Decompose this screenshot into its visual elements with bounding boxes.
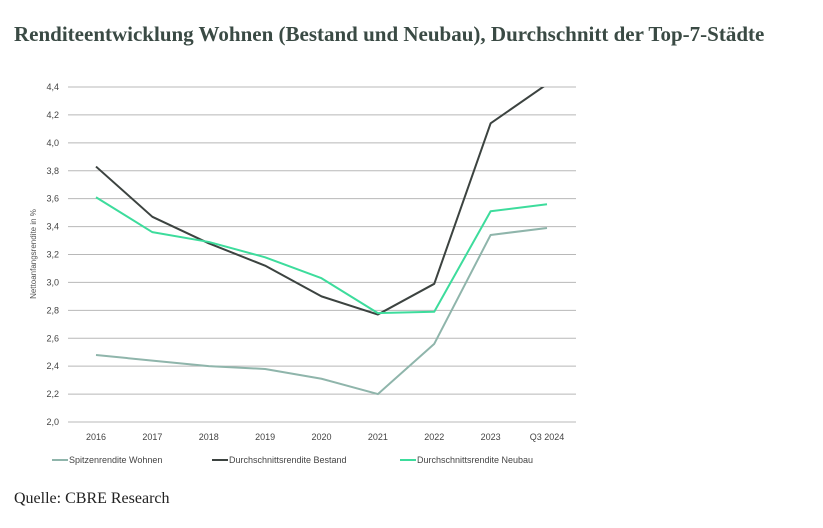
legend-label: Durchschnittsrendite Bestand: [229, 455, 347, 465]
y-tick-label: 4,0: [46, 138, 59, 148]
series-line-2: [95, 196, 548, 315]
x-tick-label: 2017: [142, 432, 162, 442]
x-tick-label: 2021: [368, 432, 388, 442]
y-tick-label: 3,4: [46, 222, 59, 232]
y-tick-label: 2,4: [46, 361, 59, 371]
series-line-0: [95, 226, 548, 396]
legend-label: Spitzenrendite Wohnen: [69, 455, 162, 465]
y-tick-label: 4,4: [46, 82, 59, 92]
legend-label: Durchschnittsrendite Neubau: [417, 455, 533, 465]
x-tick-labels: 2016 2017 2018 2019 2020 2021 2022 2023 Q3 2024: [86, 432, 564, 442]
y-tick-label: 2,8: [46, 305, 59, 315]
chart-title: Renditeentwicklung Wohnen (Bestand und N…: [14, 22, 765, 46]
y-axis-label: Nettoanfangsrendite in %: [29, 209, 38, 299]
y-tick-label: 3,0: [46, 277, 59, 287]
series-lines: [95, 87, 548, 396]
y-tick-label: 2,0: [46, 417, 59, 427]
x-tick-label: 2018: [199, 432, 219, 442]
y-tick-label: 3,8: [46, 166, 59, 176]
y-tick-labels: 2,0 2,2 2,4 2,6 2,8 3,0 3,2 3,4 3,6 3,8 4,0 4,2 4,4: [46, 82, 59, 427]
series-line-1: [95, 87, 545, 316]
y-tick-label: 3,2: [46, 250, 59, 260]
x-tick-label: 2016: [86, 432, 106, 442]
gridlines: [68, 86, 576, 423]
x-tick-label: 2022: [424, 432, 444, 442]
y-tick-label: 4,2: [46, 110, 59, 120]
y-tick-label: 3,6: [46, 194, 59, 204]
x-tick-label: 2020: [311, 432, 331, 442]
legend: Spitzenrendite Wohnen Durchschnittsrendit…: [52, 455, 533, 465]
y-tick-label: 2,6: [46, 333, 59, 343]
x-tick-label: 2019: [255, 432, 275, 442]
x-tick-label: Q3 2024: [530, 432, 565, 442]
source-note: Quelle: CBRE Research: [14, 490, 170, 507]
y-tick-label: 2,2: [46, 389, 59, 399]
x-tick-label: 2023: [481, 432, 501, 442]
